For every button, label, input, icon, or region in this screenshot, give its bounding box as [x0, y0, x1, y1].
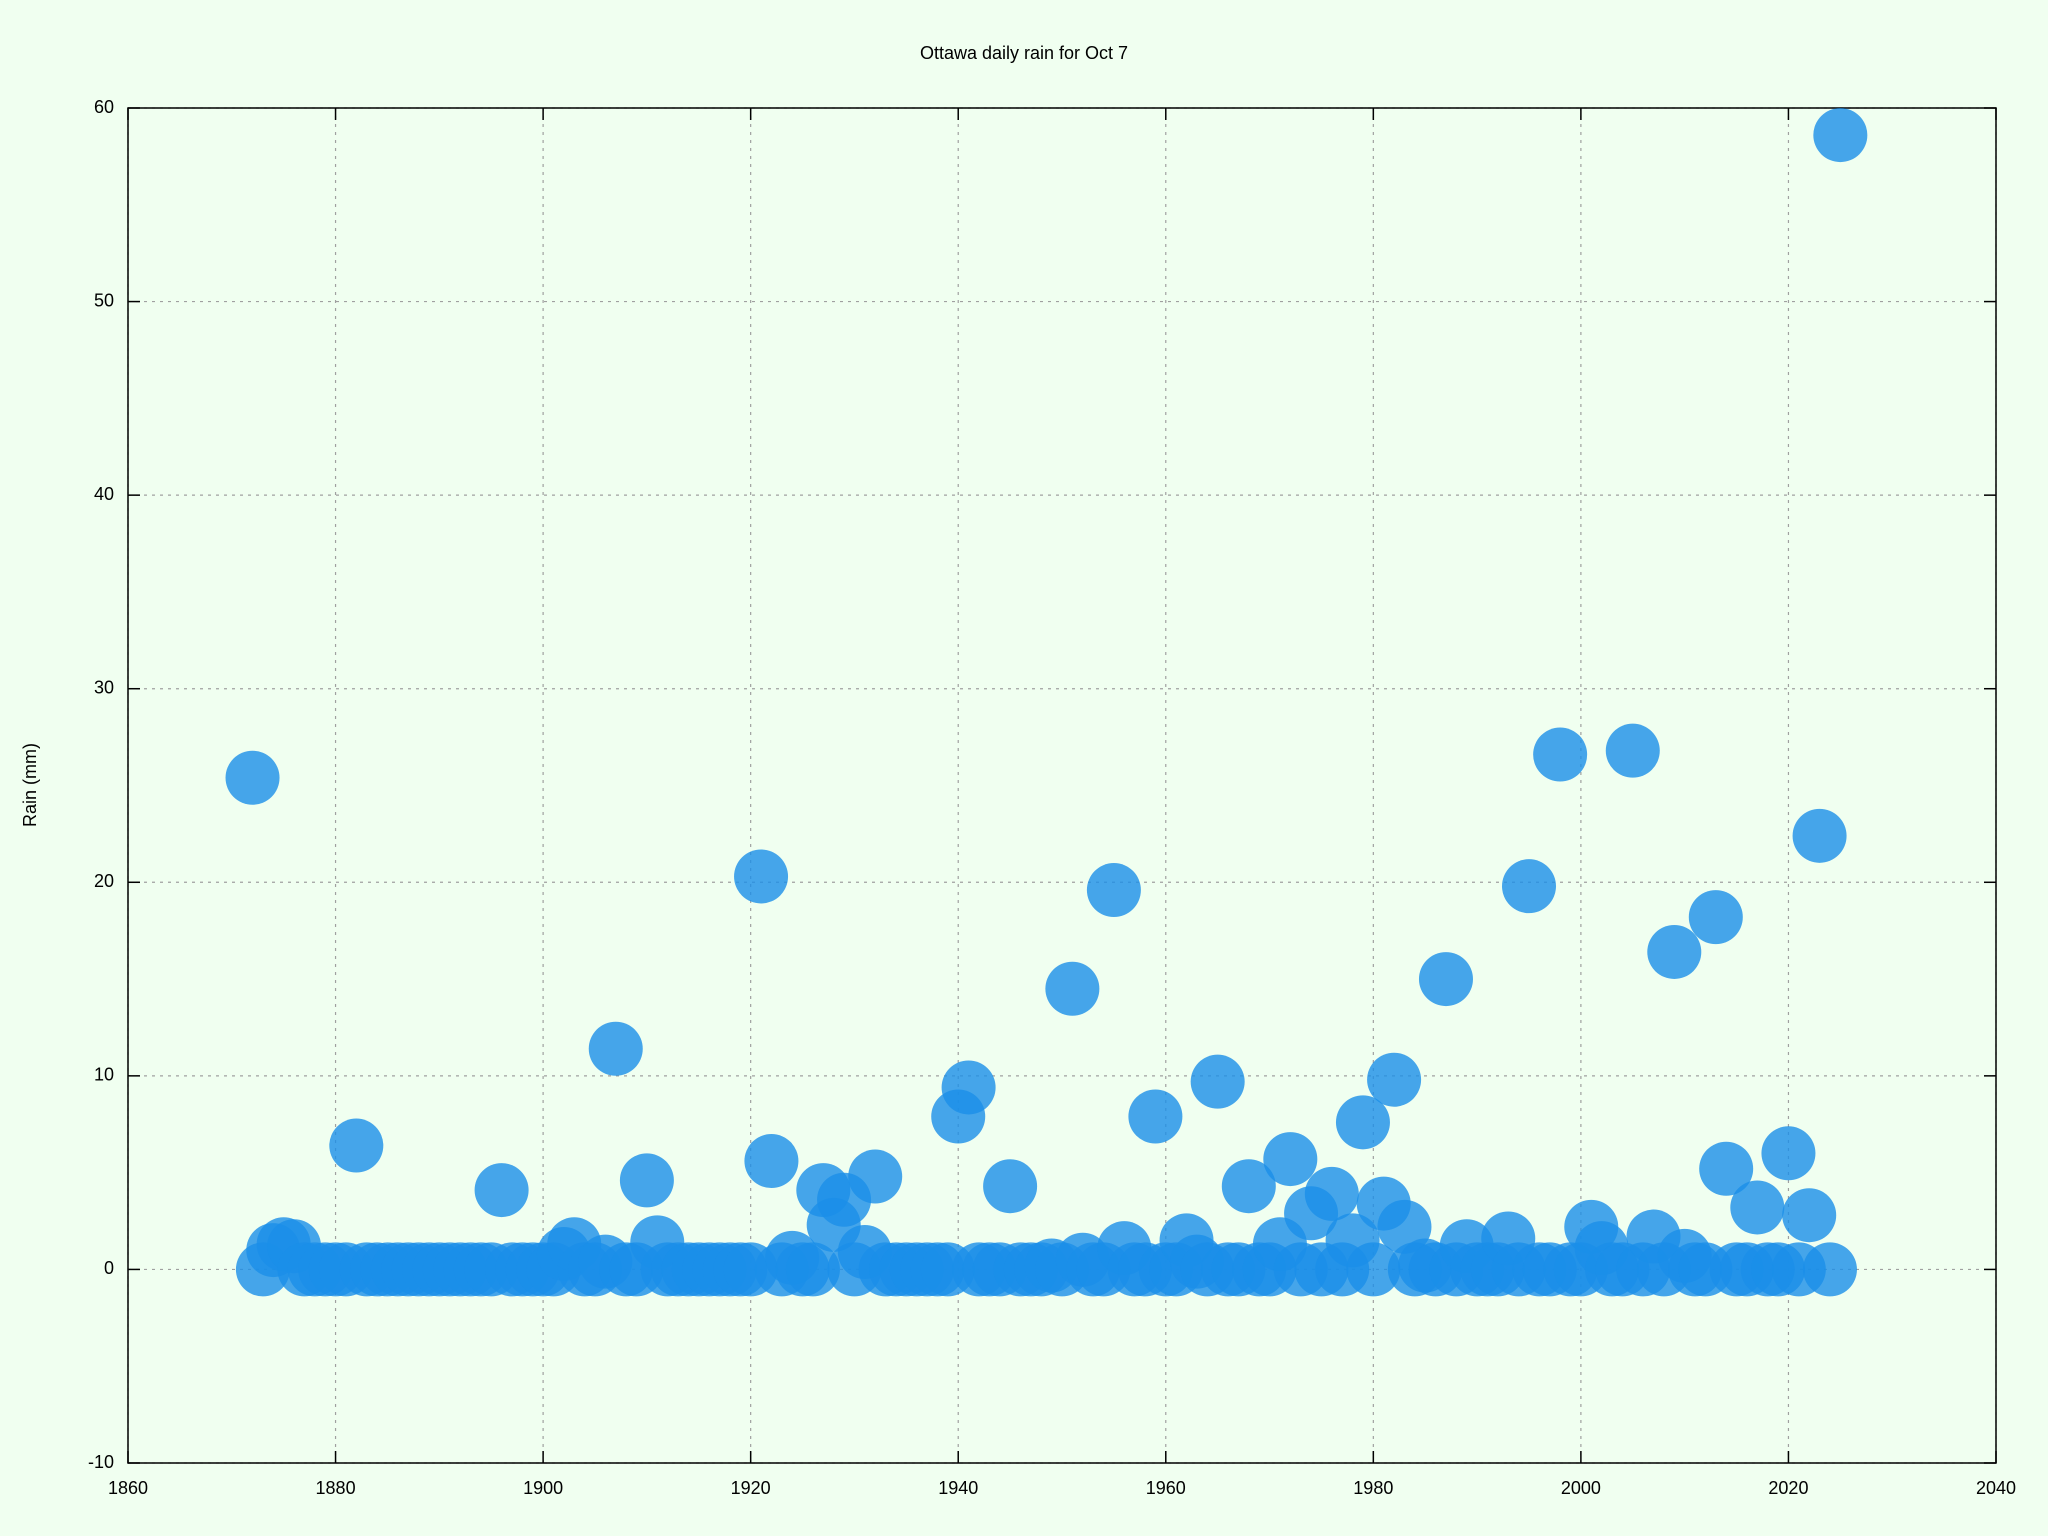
chart-title: Ottawa daily rain for Oct 7 [920, 43, 1128, 63]
point [588, 1021, 643, 1076]
point [1782, 1188, 1837, 1243]
point [1128, 1089, 1183, 1144]
point [744, 1134, 799, 1189]
y-tick-label: 10 [94, 1065, 114, 1085]
point [619, 1153, 674, 1208]
point [329, 1118, 384, 1173]
point [1190, 1054, 1245, 1109]
point [1346, 1242, 1401, 1297]
x-tick-label: 2020 [1768, 1478, 1808, 1498]
point [1221, 1159, 1276, 1214]
point [225, 750, 280, 805]
point [1086, 863, 1141, 918]
y-tick-label: 50 [94, 290, 114, 310]
point [1802, 1242, 1857, 1297]
point [848, 1149, 903, 1204]
point [1263, 1132, 1318, 1187]
point [941, 1060, 996, 1115]
point [1045, 961, 1100, 1016]
x-tick-label: 1880 [316, 1478, 356, 1498]
x-tick-label: 1980 [1353, 1478, 1393, 1498]
x-tick-label: 2040 [1976, 1478, 2016, 1498]
x-tick-label: 1940 [938, 1478, 978, 1498]
y-tick-label: 30 [94, 677, 114, 697]
point [1647, 924, 1702, 979]
point [474, 1163, 529, 1218]
point [1792, 808, 1847, 863]
point [1533, 727, 1588, 782]
y-tick-label: -10 [88, 1452, 114, 1472]
point [1502, 859, 1556, 914]
y-axis-label: Rain (mm) [20, 743, 40, 827]
point [1335, 1095, 1390, 1150]
point [1761, 1126, 1816, 1181]
x-tick-label: 2000 [1561, 1478, 1601, 1498]
point [1688, 890, 1743, 945]
y-tick-label: 20 [94, 871, 114, 891]
point [1367, 1052, 1422, 1107]
point [785, 1242, 840, 1297]
point [1605, 723, 1660, 778]
point [1304, 1166, 1359, 1221]
x-tick-label: 1900 [523, 1478, 563, 1498]
point [734, 849, 789, 904]
point [1699, 1141, 1754, 1196]
point [1813, 108, 1868, 163]
x-tick-label: 1920 [731, 1478, 771, 1498]
y-tick-label: 40 [94, 484, 114, 504]
point [983, 1159, 1038, 1214]
y-tick-label: 60 [94, 97, 114, 117]
y-tick-label: 0 [104, 1258, 114, 1278]
x-tick-label: 1860 [108, 1478, 148, 1498]
point [1418, 952, 1473, 1007]
plot-frame [127, 107, 1997, 1464]
point [1730, 1180, 1785, 1235]
x-tick-label: 1960 [1146, 1478, 1186, 1498]
